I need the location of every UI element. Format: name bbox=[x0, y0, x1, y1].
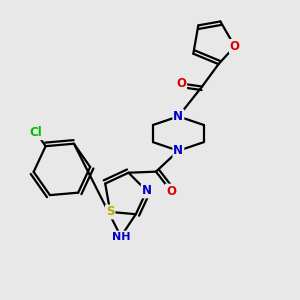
Text: O: O bbox=[166, 184, 176, 198]
Text: O: O bbox=[176, 77, 186, 90]
Text: O: O bbox=[230, 40, 240, 53]
Text: S: S bbox=[106, 206, 115, 218]
Text: Cl: Cl bbox=[30, 126, 43, 139]
Text: N: N bbox=[173, 144, 183, 157]
Text: N: N bbox=[173, 110, 183, 123]
Text: NH: NH bbox=[112, 232, 130, 242]
Text: N: N bbox=[142, 184, 152, 197]
